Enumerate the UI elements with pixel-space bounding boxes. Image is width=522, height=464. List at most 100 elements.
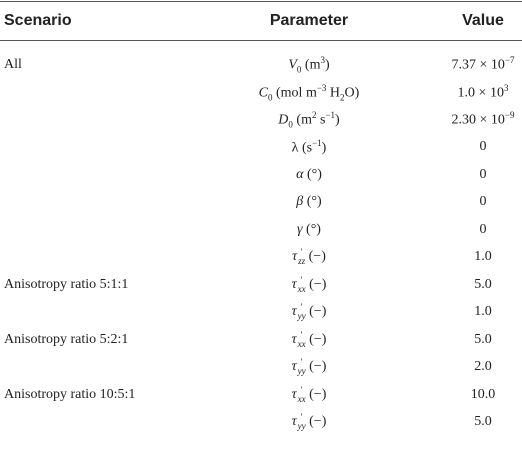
table-body: All V0 (m3) 7.37 × 10−7 C0 (mol m−3 H2O) 1.0… (0, 41, 522, 437)
scenario: All (4, 56, 22, 72)
subscript: 0 (288, 119, 293, 130)
superscript: −7 (504, 55, 515, 66)
superscript: 3 (320, 55, 325, 66)
text: (mol m (272, 85, 317, 101)
table-row: λ (s−1) 0 (0, 134, 522, 162)
symbol: τ (292, 249, 298, 265)
text: 0 (479, 139, 487, 155)
table-row: Anisotropy ratio 5:1:1 τ ′ xx (−) 5.0 (0, 271, 522, 299)
value-cell: 0 (444, 161, 522, 189)
scenario-cell: Anisotropy ratio 5:2:1 (0, 326, 174, 354)
text: O) (344, 85, 360, 101)
scenario: Anisotropy ratio 10:5:1 (4, 386, 136, 402)
text: ) (324, 57, 330, 73)
text: s (316, 112, 326, 128)
text: (°) (303, 194, 322, 210)
parameter-cell: β (°) (174, 189, 444, 217)
subscript: yy (297, 311, 306, 322)
scenario-cell: All (0, 41, 174, 79)
symbol: C (258, 85, 268, 101)
text: λ (s (291, 140, 313, 156)
scenario-cell: Anisotropy ratio 10:5:1 (0, 381, 174, 409)
scenario-cell (0, 299, 174, 327)
text: (−) (305, 386, 327, 402)
value-cell: 0 (444, 189, 522, 217)
text: (m (301, 57, 321, 73)
subscript: yy (297, 421, 306, 432)
sup-sub-stack: ′ yy (298, 413, 306, 431)
superscript: ′ (300, 274, 303, 285)
table-row: All V0 (m3) 7.37 × 10−7 (0, 41, 522, 79)
table-row: D0 (m2 s−1) 2.30 × 10−9 (0, 106, 522, 134)
text: (−) (305, 359, 327, 375)
scenario-cell: Anisotropy ratio 5:1:1 (0, 271, 174, 299)
parameter-cell: C0 (mol m−3 H2O) (174, 79, 444, 107)
subscript: zz (298, 256, 306, 267)
superscript: 3 (503, 82, 509, 93)
table-row: τ ′ yy (−) 2.0 (0, 354, 522, 382)
superscript: ′ (300, 357, 303, 368)
symbol: τ (291, 304, 297, 320)
scenario-cell (0, 216, 174, 244)
scenario-cell (0, 189, 174, 217)
header-cell: Value (444, 1, 522, 41)
subscript: xx (297, 283, 306, 294)
sup-sub-stack: ′ xx (297, 385, 306, 404)
text: 0 (479, 166, 487, 182)
parameter-cell: λ (s−1) (174, 134, 444, 162)
table-row: τ ′ zz (−) 1.0 (0, 244, 522, 272)
scenario-cell (0, 134, 174, 162)
symbol: τ (291, 414, 297, 430)
value-cell: 5.0 (444, 271, 522, 299)
symbol: V (288, 57, 297, 73)
text: (m (292, 112, 312, 128)
scenario-cell (0, 409, 174, 437)
value-cell: 10.0 (444, 381, 522, 409)
subscript: 0 (268, 91, 273, 102)
subscript: 2 (340, 91, 345, 102)
subscript: yy (297, 366, 306, 377)
scenario-cell (0, 79, 174, 107)
text: (−) (305, 249, 326, 265)
superscript: −9 (504, 110, 515, 121)
symbol: γ (297, 221, 303, 237)
sup-sub-stack: ′ yy (298, 303, 306, 321)
scenario-cell (0, 161, 174, 189)
table-row: γ (°) 0 (0, 216, 522, 244)
text: 0 (479, 194, 487, 210)
value-cell: 5.0 (444, 409, 522, 437)
symbol: α (296, 166, 304, 182)
text: H (326, 85, 341, 101)
superscript: −1 (312, 137, 322, 148)
text: 1.0 (474, 304, 492, 320)
sup-sub-stack: ′ xx (298, 330, 306, 349)
text: (−) (305, 331, 327, 347)
symbol: τ (291, 386, 297, 402)
text: ) (335, 112, 340, 128)
table-row: Anisotropy ratio 10:5:1 τ ′ xx (−) 10.0 (0, 381, 522, 409)
text: 5.0 (474, 414, 492, 430)
parameter-cell: γ (°) (174, 216, 444, 244)
parameter-cell: τ ′ xx (−) (174, 271, 444, 299)
header-row: Scenario Parameter Value (0, 1, 522, 41)
table-row: C0 (mol m−3 H2O) 1.0 × 103 (0, 79, 522, 107)
parameter-cell: τ ′ zz (−) (174, 244, 444, 272)
parameter-cell: τ ′ xx (−) (174, 381, 444, 409)
subscript: xx (297, 393, 306, 404)
scenario-cell (0, 244, 174, 272)
text: 1.0 (474, 249, 492, 265)
parameter-table: Scenario Parameter Value All V0 (m3) 7.37 … (0, 1, 522, 436)
scenario-cell (0, 106, 174, 134)
text: (−) (305, 276, 327, 292)
scenario: Anisotropy ratio 5:1:1 (4, 276, 129, 292)
value-cell: 0 (444, 134, 522, 162)
parameter-cell: τ ′ yy (−) (174, 299, 444, 327)
superscript: ′ (300, 302, 303, 313)
symbol: τ (291, 276, 297, 292)
table-row: τ ′ yy (−) 5.0 (0, 409, 522, 437)
superscript: 2 (311, 110, 317, 121)
superscript: ′ (300, 412, 303, 423)
text: (−) (305, 414, 327, 430)
parameter-cell: V0 (m3) (174, 41, 444, 79)
